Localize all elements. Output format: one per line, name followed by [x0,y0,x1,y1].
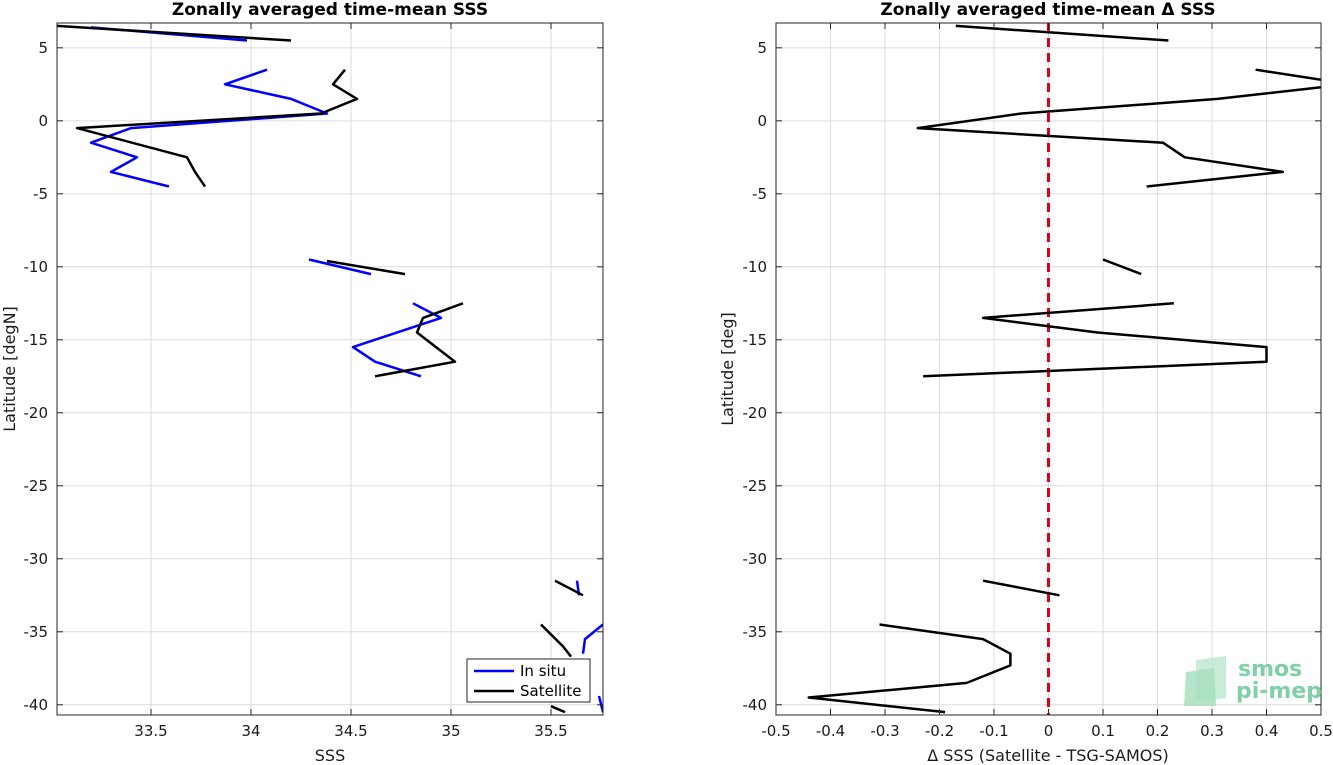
legend-label-satellite: Satellite [520,682,581,700]
right-x-tick-label: -0.2 [925,722,954,740]
right-x-tick-label: 0.2 [1146,722,1170,740]
left-in-situ-line-segment [597,695,603,713]
right-x-tick-label: 0.4 [1255,722,1279,740]
left-in-situ-line-segment [581,623,603,654]
left-y-tick-label: -40 [24,696,49,714]
right-y-tick-label: -10 [743,258,768,276]
left-x-tick-label: 35.5 [534,722,567,740]
logo-text-pi-mep: pi-mep [1236,679,1322,704]
right-ticks: -0.5 -0.4 -0.3 -0.2 -0.1 0 0.1 0.2 0.3 0.4 0.5 5 0 -5… [743,23,1333,740]
left-title: Zonally averaged time-mean SSS [172,0,488,20]
left-satellite-line-segment [554,579,584,597]
right-y-tick-label: -40 [743,696,768,714]
left-ticks: 33.5 34 34.5 35 35.5 5 0 -5 -10 -15 -20 -25 -30 -35 -4… [24,23,603,740]
right-series-0-line-segment [916,85,1321,188]
right-y-tick-label: 0 [757,112,767,130]
smos-pi-mep-logo: smos pi-mep [1184,656,1322,706]
right-x-tick-label: 0 [1044,722,1054,740]
left-satellite-line-segment [326,259,406,276]
left-satellite-line-segment [374,302,464,378]
right-series-0-line-segment [1255,68,1321,81]
right-series [807,24,1321,714]
left-y-tick-label: 5 [38,39,48,57]
left-x-axis-label: SSS [315,746,345,765]
left-y-tick-label: 0 [38,112,48,130]
legend: In situ Satellite [466,658,591,703]
left-satellite-line-segment [75,68,359,188]
left-in-situ-line-segment [89,68,329,188]
left-x-tick-label: 33.5 [134,722,167,740]
left-plot-frame [56,22,604,716]
logo-text-smos: smos [1238,657,1302,682]
right-x-tick-label: -0.4 [816,722,845,740]
right-series-0-line-segment [955,24,1169,42]
panel-delta-sss: -0.5 -0.4 -0.3 -0.2 -0.1 0 0.1 0.2 0.3 0.4 0.5 5 0 -5… [718,0,1333,765]
left-x-tick-label: 34 [241,722,260,740]
left-y-tick-label: -5 [33,185,48,203]
right-series-0-line-segment [807,623,1012,714]
left-y-axis-label: Latitude [degN] [0,306,19,432]
left-in-situ-line-segment [308,258,372,276]
left-y-tick-label: -15 [24,331,49,349]
left-y-tick-label: -30 [24,550,49,568]
right-series-0-line-segment [923,302,1268,378]
right-y-tick-label: -20 [743,404,768,422]
right-y-tick-label: 5 [757,39,767,57]
right-x-tick-label: 0.1 [1091,722,1115,740]
right-y-tick-label: -5 [752,185,767,203]
logo-wave-shape [1184,668,1216,706]
right-y-tick-label: -15 [743,331,768,349]
right-x-tick-label: -0.3 [870,722,899,740]
left-y-tick-label: -10 [24,258,49,276]
legend-box [466,658,591,703]
right-series-0-line-segment [982,579,1060,597]
right-x-axis-label: Δ SSS (Satellite - TSG-SAMOS) [927,746,1169,765]
right-y-tick-label: -35 [743,623,768,641]
right-x-tick-label: 0.3 [1200,722,1224,740]
right-x-tick-label: -0.1 [979,722,1008,740]
left-x-tick-label: 35 [441,722,460,740]
left-satellite-line-segment [540,623,572,658]
left-in-situ-line-segment [351,302,443,378]
right-y-tick-label: -25 [743,477,768,495]
right-series-0-line-segment [1102,258,1142,276]
left-grid [57,23,603,715]
right-y-axis-label: Latitude [deg] [718,312,737,426]
panel-sss: 33.5 34 34.5 35 35.5 5 0 -5 -10 -15 -20 -25 -30 -35 -4… [0,0,604,765]
left-satellite-line-segment [57,24,292,42]
left-x-tick-label: 34.5 [334,722,367,740]
right-x-tick-label: 0.5 [1309,722,1333,740]
left-series [57,24,603,714]
right-x-tick-label: -0.5 [761,722,790,740]
right-y-tick-label: -30 [743,550,768,568]
legend-label-in-situ: In situ [520,662,566,680]
left-y-tick-label: -25 [24,477,49,495]
left-y-tick-label: -20 [24,404,49,422]
left-y-tick-label: -35 [24,623,49,641]
right-title: Zonally averaged time-mean Δ SSS [880,0,1215,20]
left-satellite-line-segment [550,705,566,714]
